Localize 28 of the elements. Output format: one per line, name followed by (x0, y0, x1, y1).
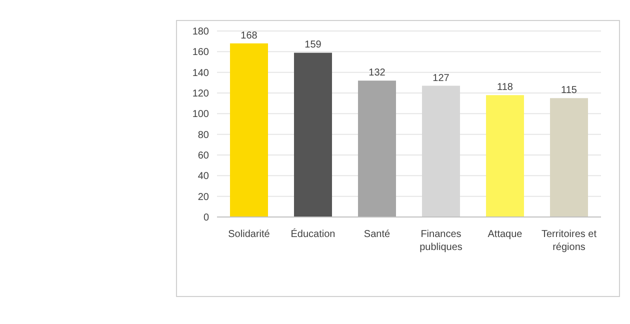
bar (486, 95, 524, 217)
bar (422, 86, 460, 217)
y-tick-label: 160 (192, 47, 210, 58)
bar (358, 80, 396, 217)
y-tick-label: 0 (203, 212, 210, 224)
x-tick-label: Attaque (488, 229, 523, 240)
y-tick-label: 20 (198, 192, 210, 203)
x-tick-label: Territoires et régions (541, 229, 597, 253)
y-tick-label: 100 (192, 109, 210, 120)
x-tick-label: Solidarité (228, 229, 270, 240)
bar (294, 52, 332, 217)
bar (230, 43, 268, 217)
x-tick-label: Finances publiques (420, 229, 462, 253)
data-label: 118 (497, 82, 514, 94)
y-tick-label: 60 (198, 150, 210, 162)
bar (550, 98, 588, 217)
y-tick-label: 80 (198, 130, 210, 141)
y-tick-label: 140 (192, 68, 210, 79)
x-tick-label: Santé (364, 229, 390, 240)
data-label: 132 (368, 68, 386, 79)
data-label: 127 (432, 72, 450, 84)
y-tick-label: 40 (198, 171, 210, 182)
x-tick-label: Éducation (290, 228, 336, 240)
data-label: 159 (304, 40, 322, 51)
y-tick-label: 180 (192, 26, 210, 38)
y-tick-label: 120 (192, 88, 210, 100)
data-label: 168 (240, 30, 258, 42)
data-label: 115 (561, 85, 578, 96)
